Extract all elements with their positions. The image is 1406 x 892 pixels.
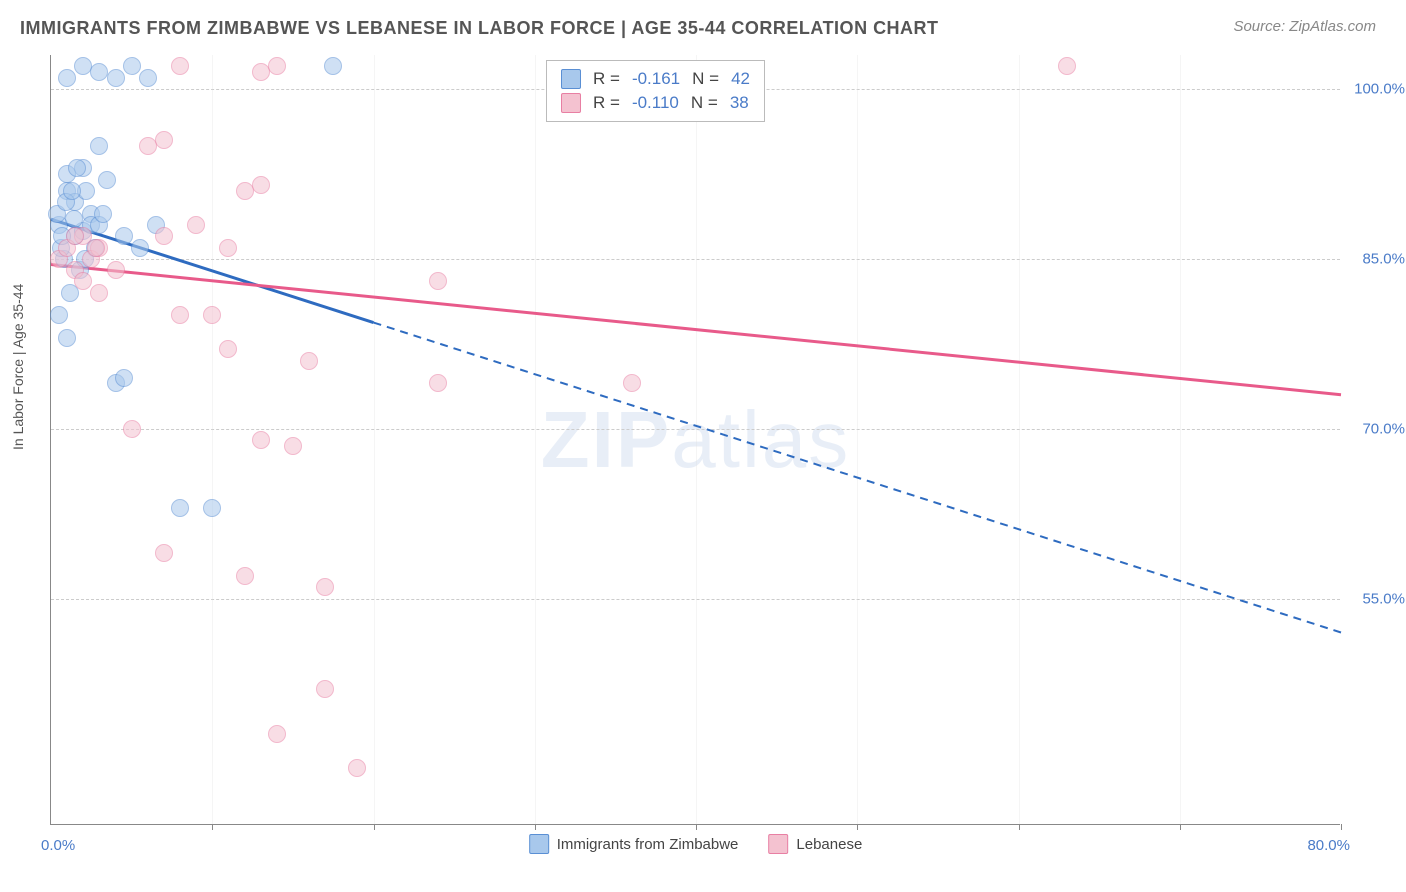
data-point-zimbabwe [65,210,83,228]
data-point-lebanese [252,431,270,449]
data-point-lebanese [187,216,205,234]
data-point-zimbabwe [115,227,133,245]
y-axis-label: In Labor Force | Age 35-44 [10,284,26,450]
watermark-thin: atlas [671,395,850,484]
x-axis-max-label: 80.0% [1307,837,1350,854]
n-value-lebanese: 38 [730,93,749,113]
data-point-lebanese [300,352,318,370]
data-point-zimbabwe [68,159,86,177]
data-point-lebanese [236,567,254,585]
y-tick-label: 100.0% [1354,80,1405,97]
x-tick [535,824,536,830]
data-point-lebanese [155,227,173,245]
gridline-v [374,55,375,824]
data-point-lebanese [348,759,366,777]
x-tick [212,824,213,830]
x-tick [1019,824,1020,830]
data-point-lebanese [171,57,189,75]
data-point-zimbabwe [63,182,81,200]
x-tick [374,824,375,830]
data-point-lebanese [268,57,286,75]
r-value-zimbabwe: -0.161 [632,69,680,89]
n-label: N = [691,93,718,113]
x-axis-min-label: 0.0% [41,837,75,854]
data-point-zimbabwe [107,69,125,87]
source-attribution: Source: ZipAtlas.com [1233,18,1376,35]
r-value-lebanese: -0.110 [632,93,679,113]
data-point-lebanese [74,272,92,290]
data-point-zimbabwe [115,369,133,387]
data-point-zimbabwe [131,239,149,257]
data-point-lebanese [203,306,221,324]
gridline-v [696,55,697,824]
data-point-lebanese [284,437,302,455]
data-point-zimbabwe [203,499,221,517]
swatch-lebanese [561,93,581,113]
data-point-lebanese [252,176,270,194]
data-point-lebanese [429,374,447,392]
data-point-zimbabwe [50,306,68,324]
data-point-lebanese [219,239,237,257]
x-tick [1341,824,1342,830]
legend-row-zimbabwe: R = -0.161 N = 42 [561,67,750,91]
data-point-lebanese [623,374,641,392]
series-legend: Immigrants from Zimbabwe Lebanese [529,834,863,854]
y-tick-label: 85.0% [1362,250,1405,267]
x-tick [696,824,697,830]
y-tick-label: 70.0% [1362,420,1405,437]
x-tick [1180,824,1181,830]
data-point-zimbabwe [123,57,141,75]
n-value-zimbabwe: 42 [731,69,750,89]
data-point-lebanese [107,261,125,279]
n-label: N = [692,69,719,89]
x-tick [857,824,858,830]
legend-label-zimbabwe: Immigrants from Zimbabwe [557,836,739,853]
swatch-zimbabwe [561,69,581,89]
data-point-lebanese [268,725,286,743]
r-label: R = [593,93,620,113]
data-point-lebanese [123,420,141,438]
gridline-v [212,55,213,824]
data-point-lebanese [219,340,237,358]
data-point-zimbabwe [171,499,189,517]
data-point-lebanese [155,544,173,562]
data-point-zimbabwe [139,69,157,87]
correlation-legend: R = -0.161 N = 42 R = -0.110 N = 38 [546,60,765,122]
data-point-lebanese [316,578,334,596]
swatch-zimbabwe [529,834,549,854]
gridline-v [1180,55,1181,824]
data-point-zimbabwe [58,329,76,347]
gridline-v [535,55,536,824]
data-point-lebanese [90,284,108,302]
legend-item-zimbabwe: Immigrants from Zimbabwe [529,834,739,854]
legend-label-lebanese: Lebanese [796,836,862,853]
legend-row-lebanese: R = -0.110 N = 38 [561,91,750,115]
data-point-lebanese [66,227,84,245]
data-point-zimbabwe [94,205,112,223]
data-point-zimbabwe [90,137,108,155]
data-point-zimbabwe [324,57,342,75]
data-point-lebanese [87,239,105,257]
legend-item-lebanese: Lebanese [768,834,862,854]
swatch-lebanese [768,834,788,854]
gridline-v [1019,55,1020,824]
data-point-lebanese [171,306,189,324]
chart-title: IMMIGRANTS FROM ZIMBABWE VS LEBANESE IN … [20,18,939,39]
chart-plot-area: ZIPatlas 55.0%70.0%85.0%100.0% R = -0.16… [50,55,1340,825]
data-point-zimbabwe [98,171,116,189]
r-label: R = [593,69,620,89]
gridline-v [857,55,858,824]
data-point-lebanese [316,680,334,698]
y-tick-label: 55.0% [1362,590,1405,607]
data-point-zimbabwe [58,69,76,87]
data-point-lebanese [429,272,447,290]
watermark-bold: ZIP [541,395,671,484]
data-point-lebanese [1058,57,1076,75]
data-point-lebanese [155,131,173,149]
